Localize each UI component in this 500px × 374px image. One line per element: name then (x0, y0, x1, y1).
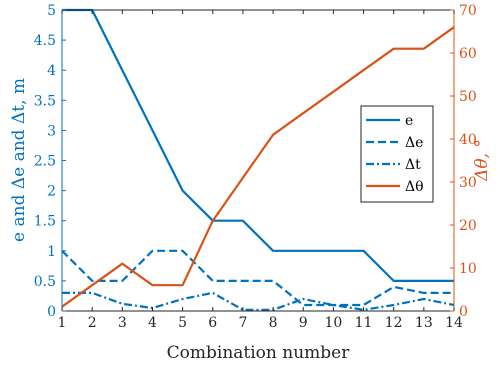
left-y-tick-label-10: 5 (47, 3, 56, 19)
left-y-tick-label-6: 3 (47, 123, 56, 139)
legend-label-e: e (405, 113, 413, 129)
series-line-1 (61, 249, 454, 307)
x-tick-label-9: 10 (324, 315, 342, 331)
series-layer (61, 8, 455, 311)
legend: e Δe Δt Δθ (360, 105, 434, 203)
series-line-0 (62, 8, 454, 282)
x-tick-label-7: 8 (269, 315, 278, 331)
x-tick-label-2: 3 (118, 315, 127, 331)
right-y-tick-label-0: 0 (459, 304, 468, 320)
right-y-tick-label-2: 20 (459, 218, 477, 234)
left-y-axis-label: e and Δe and Δt, m (9, 78, 29, 242)
series-line-3 (61, 26, 455, 308)
ticks-layer: 1 2 3 4 5 6 7 8 9 10 11 12 13 1400.511.522.533.544.55… (34, 3, 477, 331)
right-y-tick-label-6: 60 (459, 46, 477, 62)
left-y-tick-label-5: 2.5 (34, 154, 56, 170)
right-y-tick-label-3: 30 (459, 175, 477, 191)
right-y-tick-label-4: 40 (459, 132, 477, 148)
x-tick-label-11: 12 (385, 315, 403, 331)
x-tick-label-1: 2 (88, 315, 97, 331)
left-y-tick-label-9: 4.5 (34, 33, 56, 49)
left-y-tick-label-7: 3.5 (34, 93, 56, 109)
left-y-tick-label-0: 0 (47, 304, 56, 320)
left-y-tick-label-2: 1 (47, 244, 56, 260)
legend-label-delta-theta: Δθ (405, 179, 424, 195)
right-y-tick-label-5: 50 (459, 89, 477, 105)
left-y-tick-label-3: 1.5 (34, 214, 56, 230)
x-axis-label: Combination number (167, 343, 351, 363)
x-tick-label-4: 5 (178, 315, 187, 331)
legend-label-delta-t: Δt (405, 157, 421, 173)
right-y-axis-label: Δθ, ° (472, 139, 492, 182)
x-tick-label-3: 4 (148, 315, 157, 331)
x-tick-label-12: 13 (415, 315, 433, 331)
x-tick-label-6: 7 (238, 315, 247, 331)
legend-label-delta-e: Δe (405, 135, 423, 151)
left-y-tick-label-8: 4 (47, 63, 56, 79)
x-tick-label-10: 11 (355, 315, 373, 331)
left-y-tick-label-4: 2 (47, 184, 56, 200)
left-y-tick-label-1: 0.5 (34, 274, 56, 290)
x-tick-label-0: 1 (58, 315, 67, 331)
x-tick-label-13: 14 (445, 315, 463, 331)
series-line-2 (62, 291, 455, 311)
right-y-tick-label-7: 70 (459, 3, 477, 19)
right-y-tick-label-1: 10 (459, 261, 477, 277)
x-tick-label-5: 6 (208, 315, 217, 331)
x-tick-label-8: 9 (299, 315, 308, 331)
